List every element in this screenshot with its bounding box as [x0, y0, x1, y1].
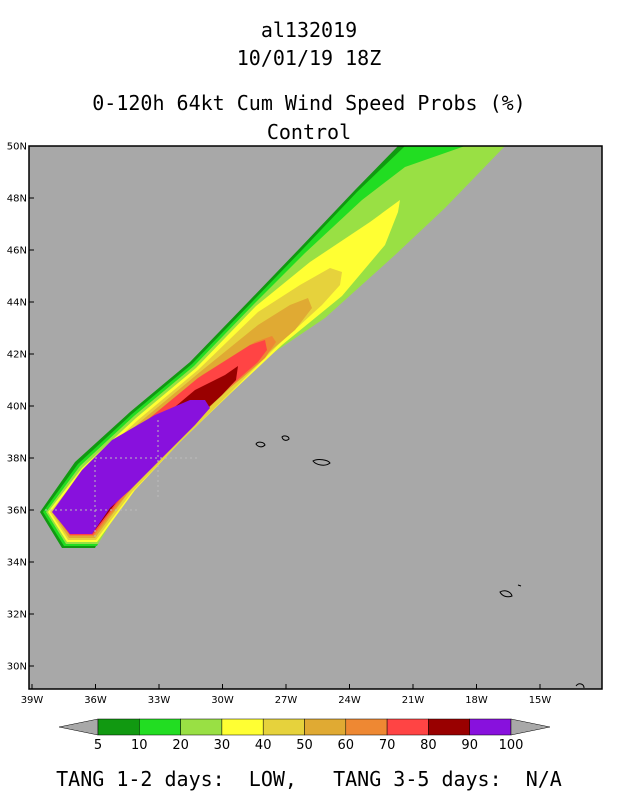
- lon-tick-label: 21W: [402, 695, 425, 706]
- lon-tick-label: 39W: [21, 695, 44, 706]
- colorbar-swatch: [345, 718, 388, 736]
- map-background: [29, 146, 602, 689]
- grid-lines: [45, 420, 200, 540]
- probability-swath: [40, 146, 505, 548]
- tang-footer: TANG 1-2 days: LOW, TANG 3-5 days: N/A: [56, 767, 562, 791]
- lon-tick-label: 36W: [84, 695, 107, 706]
- storm-id-title: al132019: [260, 18, 358, 42]
- lon-tick-label: 18W: [465, 695, 488, 706]
- product-title: 0-120h 64kt Cum Wind Speed Probs (%): [92, 91, 526, 115]
- lon-tick-label: 15W: [529, 695, 552, 706]
- latitude-axis: 50N 48N 46N 44N 42N 40N 38N 36N 34N 32N 30N: [7, 142, 34, 673]
- colorbar-swatch: [304, 718, 347, 736]
- island-flores: [255, 441, 266, 448]
- colorbar-label: 20: [172, 738, 189, 753]
- island-terceira: [281, 435, 290, 441]
- lat-tick-label: 46N: [7, 246, 27, 257]
- lat-tick-label: 50N: [7, 142, 27, 153]
- colorbar-label: 60: [338, 738, 355, 753]
- lat-tick-label: 34N: [7, 558, 27, 569]
- colorbar-label: 50: [296, 738, 313, 753]
- colorbar-swatch: [386, 718, 429, 736]
- colorbar-swatch: [469, 718, 512, 736]
- colorbar-swatch: [428, 718, 470, 736]
- lat-tick-label: 32N: [7, 610, 27, 621]
- longitude-axis: 39W 36W 33W 30W 27W 24W 21W 18W 15W: [21, 684, 552, 706]
- island-sao-miguel: [312, 459, 331, 466]
- colorbar-label: 80: [420, 738, 437, 753]
- lat-tick-label: 30N: [7, 662, 27, 673]
- lat-tick-label: 44N: [7, 298, 27, 309]
- lat-tick-label: 38N: [7, 454, 27, 465]
- colorbar-label: 90: [461, 738, 478, 753]
- lat-tick-label: 40N: [7, 402, 27, 413]
- colorbar-label: 40: [255, 738, 272, 753]
- colorbar-label: 5: [94, 738, 102, 753]
- colorbar-swatch: [180, 718, 223, 736]
- colorbar: 5 10 20 30 40 50 60 70 80 90 100: [58, 718, 551, 753]
- lat-tick-label: 42N: [7, 350, 27, 361]
- island-porto-santo: [517, 584, 522, 587]
- lat-tick-label: 36N: [7, 506, 27, 517]
- colorbar-label: 10: [131, 738, 148, 753]
- colorbar-swatch: [139, 718, 181, 736]
- colorbar-right-arrow: [510, 718, 551, 736]
- member-title: Control: [266, 120, 352, 144]
- contour-90: [52, 400, 210, 534]
- island-madeira: [499, 590, 513, 598]
- coastlines: [255, 435, 585, 689]
- colorbar-swatch: [221, 718, 264, 736]
- lat-tick-label: 48N: [7, 194, 27, 205]
- datetime-title: 10/01/19 18Z: [236, 46, 382, 70]
- colorbar-label: 30: [214, 738, 231, 753]
- island-canary: [575, 683, 585, 689]
- lon-tick-label: 24W: [338, 695, 361, 706]
- map-frame: [28, 145, 603, 690]
- colorbar-left-arrow: [58, 718, 99, 736]
- colorbar-swatch: [262, 718, 305, 736]
- lon-tick-label: 30W: [211, 695, 234, 706]
- lon-tick-label: 27W: [275, 695, 298, 706]
- colorbar-label: 70: [379, 738, 396, 753]
- colorbar-label: 100: [499, 738, 524, 753]
- lon-tick-label: 33W: [148, 695, 171, 706]
- colorbar-swatch: [97, 718, 140, 736]
